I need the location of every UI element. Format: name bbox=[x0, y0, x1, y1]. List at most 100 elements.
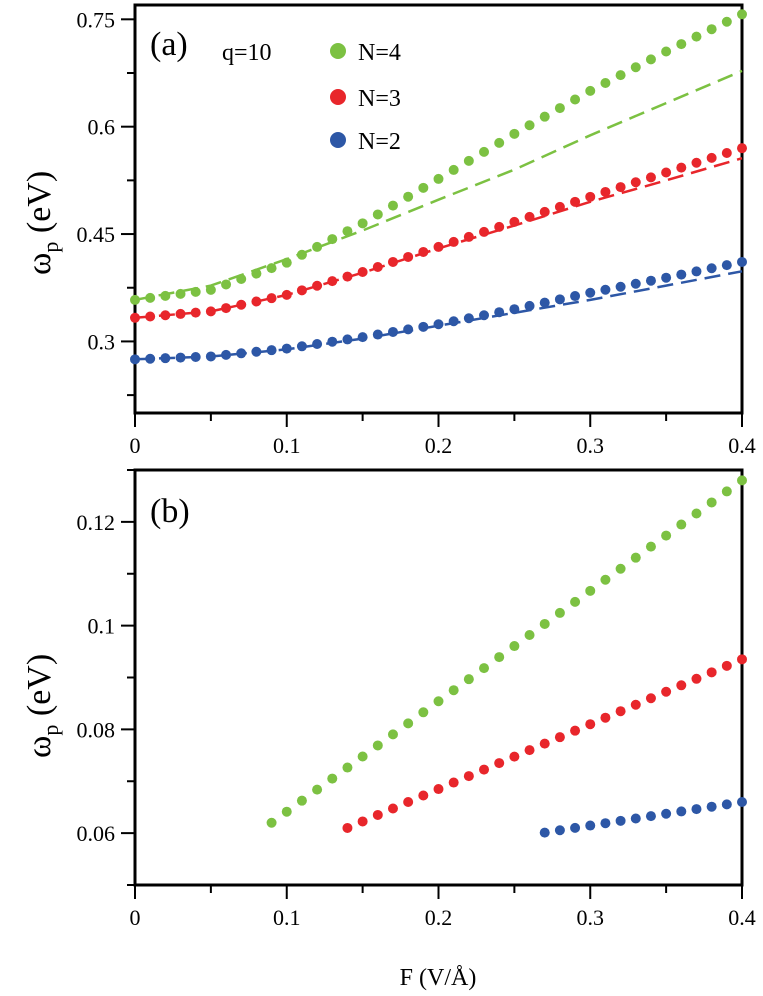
data-point-n4 bbox=[479, 663, 490, 674]
x-tick-label: 0 bbox=[130, 905, 141, 930]
data-point-n2 bbox=[539, 297, 550, 308]
data-point-n4 bbox=[554, 607, 565, 618]
data-point-n4 bbox=[615, 70, 626, 81]
data-point-n2 bbox=[281, 343, 292, 354]
data-point-n4 bbox=[645, 54, 656, 65]
data-point-n4 bbox=[372, 740, 383, 751]
data-point-n4 bbox=[706, 24, 717, 35]
data-point-n2 bbox=[554, 294, 565, 305]
data-point-n2 bbox=[372, 329, 383, 340]
data-point-n4 bbox=[418, 707, 429, 718]
data-point-n3 bbox=[372, 809, 383, 820]
data-point-n2 bbox=[661, 272, 672, 283]
data-point-n4 bbox=[190, 286, 201, 297]
data-point-n4 bbox=[737, 9, 747, 20]
data-point-n4 bbox=[570, 94, 581, 105]
data-point-n2 bbox=[357, 332, 368, 343]
data-point-n3 bbox=[372, 261, 383, 272]
data-point-n4 bbox=[312, 241, 323, 252]
data-point-n4 bbox=[433, 696, 444, 707]
fit-line-n4 bbox=[134, 69, 743, 302]
data-point-n3 bbox=[160, 310, 171, 321]
panel-a-data-points bbox=[130, 9, 747, 365]
legend-label-n4: N=4 bbox=[358, 40, 401, 66]
data-point-n3 bbox=[357, 816, 368, 827]
data-point-n2 bbox=[645, 275, 656, 286]
data-point-n2 bbox=[706, 263, 717, 274]
data-point-n2 bbox=[585, 287, 596, 298]
data-point-n4 bbox=[554, 103, 565, 114]
data-point-n3 bbox=[661, 167, 672, 178]
data-point-n3 bbox=[630, 177, 641, 188]
data-point-n2 bbox=[236, 348, 247, 359]
data-point-n3 bbox=[236, 299, 247, 310]
data-point-n3 bbox=[418, 790, 429, 801]
data-point-n4 bbox=[418, 182, 429, 193]
data-point-n4 bbox=[342, 762, 353, 773]
data-point-n3 bbox=[509, 216, 520, 227]
data-point-n3 bbox=[479, 226, 490, 237]
data-point-n3 bbox=[676, 162, 687, 173]
data-point-n3 bbox=[509, 751, 520, 762]
data-point-n4 bbox=[721, 486, 732, 497]
data-point-n4 bbox=[676, 519, 687, 530]
data-point-n3 bbox=[539, 206, 550, 217]
data-point-n2 bbox=[266, 345, 277, 356]
x-tick-label: 0.2 bbox=[425, 433, 453, 458]
data-point-n2 bbox=[251, 346, 262, 357]
x-tick-label: 0.3 bbox=[577, 433, 605, 458]
x-tick-label: 0 bbox=[130, 433, 141, 458]
data-point-n2 bbox=[312, 338, 323, 349]
data-point-n2 bbox=[296, 341, 307, 352]
data-point-n3 bbox=[251, 296, 262, 307]
data-point-n4 bbox=[463, 674, 474, 685]
data-point-n2 bbox=[615, 281, 626, 292]
data-point-n3 bbox=[615, 182, 626, 193]
data-point-n4 bbox=[600, 78, 611, 89]
y-tick-label: 0.08 bbox=[77, 717, 116, 742]
data-point-n3 bbox=[418, 246, 429, 257]
y-tick-label: 0.6 bbox=[88, 115, 116, 140]
panel-b-ticks: 0 0.1 0.2 0.3 0.4 0.06 0.08 0.1 0.12 bbox=[77, 469, 756, 930]
data-point-n2 bbox=[721, 260, 732, 271]
data-point-n2 bbox=[630, 813, 641, 824]
data-point-n2 bbox=[145, 353, 156, 364]
panel-a: 0 0.1 0.2 0.3 0.4 0.3 0.45 0.6 0.75 (a) q=10 N=4… bbox=[21, 3, 756, 458]
data-point-n3 bbox=[691, 157, 702, 168]
data-point-n3 bbox=[600, 712, 611, 723]
data-point-n4 bbox=[691, 508, 702, 519]
data-point-n4 bbox=[645, 541, 656, 552]
data-point-n3 bbox=[479, 764, 490, 775]
data-point-n2 bbox=[403, 324, 414, 335]
data-point-n2 bbox=[448, 316, 459, 327]
x-tick-label: 0.4 bbox=[728, 905, 756, 930]
data-point-n3 bbox=[691, 673, 702, 684]
data-point-n2 bbox=[600, 818, 611, 829]
data-point-n2 bbox=[539, 827, 550, 838]
data-point-n3 bbox=[463, 771, 474, 782]
data-point-n3 bbox=[130, 312, 140, 323]
legend-label-n2: N=2 bbox=[358, 129, 401, 155]
data-point-n2 bbox=[676, 806, 687, 817]
data-point-n4 bbox=[494, 652, 505, 663]
data-point-n4 bbox=[661, 46, 672, 57]
data-point-n2 bbox=[524, 300, 535, 311]
data-point-n3 bbox=[737, 143, 747, 154]
data-point-n3 bbox=[357, 266, 368, 277]
data-point-n2 bbox=[130, 354, 140, 365]
data-point-n3 bbox=[554, 732, 565, 743]
data-point-n3 bbox=[570, 725, 581, 736]
data-point-n4 bbox=[570, 596, 581, 607]
x-tick-label: 0.1 bbox=[273, 905, 301, 930]
data-point-n4 bbox=[585, 85, 596, 96]
data-point-n3 bbox=[661, 686, 672, 697]
data-point-n4 bbox=[448, 164, 459, 175]
legend-title: q=10 bbox=[222, 40, 272, 66]
data-point-n3 bbox=[524, 211, 535, 222]
data-point-n2 bbox=[661, 808, 672, 819]
data-point-n3 bbox=[494, 221, 505, 232]
data-point-n2 bbox=[570, 822, 581, 833]
data-point-n3 bbox=[585, 719, 596, 730]
panel-b: 0 0.1 0.2 0.3 0.4 0.06 0.08 0.1 0.12 (b) ωp (eV) bbox=[21, 468, 756, 930]
data-point-n2 bbox=[600, 284, 611, 295]
